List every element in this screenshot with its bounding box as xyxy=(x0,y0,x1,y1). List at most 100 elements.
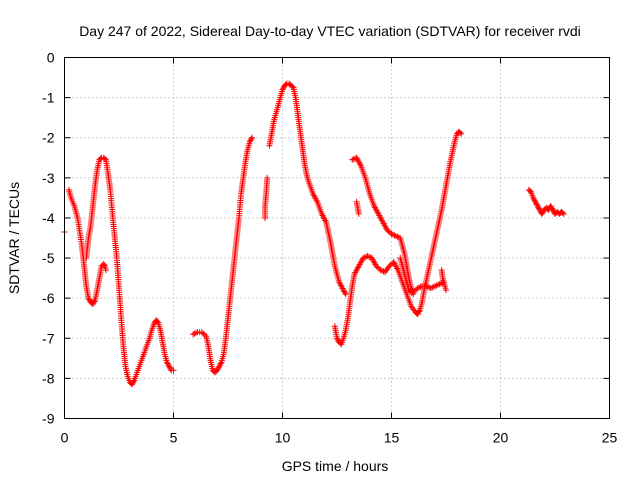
data-point xyxy=(349,156,356,163)
x-tick-label: 5 xyxy=(170,430,178,446)
data-point xyxy=(427,285,434,292)
data-point xyxy=(417,283,424,290)
data-point xyxy=(129,380,136,387)
data-point xyxy=(534,202,541,209)
x-tick-label: 20 xyxy=(493,430,509,446)
data-point xyxy=(407,288,414,295)
data-point xyxy=(360,255,367,262)
data-point xyxy=(424,283,431,290)
data-point xyxy=(355,210,362,217)
y-tick-label: -2 xyxy=(42,130,55,146)
data-point xyxy=(215,364,222,371)
data-point xyxy=(170,367,177,374)
x-tick-label: 15 xyxy=(384,430,400,446)
data-point xyxy=(341,288,348,295)
data-points xyxy=(61,80,567,388)
data-point xyxy=(437,280,444,287)
data-point xyxy=(533,200,540,207)
data-point xyxy=(531,197,538,204)
data-point xyxy=(163,359,170,366)
data-point xyxy=(101,262,108,269)
data-point xyxy=(167,366,174,373)
data-point xyxy=(334,335,340,342)
data-point xyxy=(190,331,197,338)
data-point xyxy=(385,228,392,235)
data-point xyxy=(416,284,423,291)
data-point xyxy=(341,289,348,296)
data-point xyxy=(129,381,136,388)
data-point xyxy=(549,205,556,212)
data-point xyxy=(430,283,437,290)
x-tick-label: 10 xyxy=(275,430,291,446)
data-point xyxy=(214,366,221,373)
data-point xyxy=(547,202,554,209)
data-point xyxy=(334,336,341,343)
data-point xyxy=(130,378,137,385)
data-point xyxy=(216,363,223,370)
data-point xyxy=(91,298,98,305)
x-tick-label: 25 xyxy=(602,430,618,446)
data-point xyxy=(247,137,254,144)
data-point xyxy=(154,318,161,325)
data-point xyxy=(374,264,381,271)
data-point xyxy=(217,362,224,369)
plot-frame xyxy=(64,57,610,419)
data-point xyxy=(373,263,380,270)
data-point xyxy=(414,285,421,292)
data-point xyxy=(248,136,255,143)
data-point xyxy=(193,329,200,336)
data-point xyxy=(535,204,542,211)
data-point xyxy=(361,254,368,261)
data-point xyxy=(533,201,540,208)
data-point xyxy=(532,198,539,205)
data-point xyxy=(536,205,543,212)
data-point xyxy=(191,330,198,337)
y-tick-label: 0 xyxy=(47,50,55,66)
data-point xyxy=(410,291,417,298)
data-point xyxy=(342,291,349,298)
data-point xyxy=(414,311,421,318)
data-point xyxy=(423,283,430,290)
data-point xyxy=(280,85,287,92)
data-point xyxy=(86,296,93,303)
data-point xyxy=(279,86,286,93)
data-point xyxy=(392,232,399,239)
data-point xyxy=(388,230,395,237)
data-point xyxy=(435,281,442,288)
data-point xyxy=(85,295,92,302)
data-point xyxy=(198,329,205,336)
y-tick-label: -5 xyxy=(42,250,55,266)
data-point xyxy=(560,210,567,217)
data-point xyxy=(90,299,97,306)
y-tick-label: -3 xyxy=(42,170,55,186)
data-point xyxy=(389,231,396,238)
data-point xyxy=(416,308,423,315)
data-point xyxy=(101,155,108,162)
data-point xyxy=(394,233,401,240)
data-point xyxy=(200,330,207,337)
y-tick-label: -8 xyxy=(42,370,55,386)
data-point xyxy=(548,204,555,211)
data-point xyxy=(391,232,398,239)
data-point xyxy=(386,263,393,270)
data-point xyxy=(365,253,372,260)
y-tick-label: -4 xyxy=(42,210,55,226)
data-point xyxy=(217,360,224,367)
data-point xyxy=(530,194,537,201)
data-point xyxy=(405,287,412,294)
data-point xyxy=(246,138,253,145)
data-point xyxy=(364,253,371,260)
data-point xyxy=(201,331,208,338)
x-tick-labels: 0 5 10 15 20 25 xyxy=(61,430,618,446)
data-point xyxy=(415,309,422,316)
data-point xyxy=(559,209,566,216)
data-point xyxy=(384,226,391,233)
y-axis-title: SDTVAR / TECUs xyxy=(6,182,22,294)
data-point xyxy=(526,187,533,194)
data-point xyxy=(458,130,465,137)
x-axis-title: GPS time / hours xyxy=(282,458,389,474)
data-point xyxy=(443,287,449,294)
data-point xyxy=(289,83,296,90)
data-point xyxy=(102,267,109,274)
